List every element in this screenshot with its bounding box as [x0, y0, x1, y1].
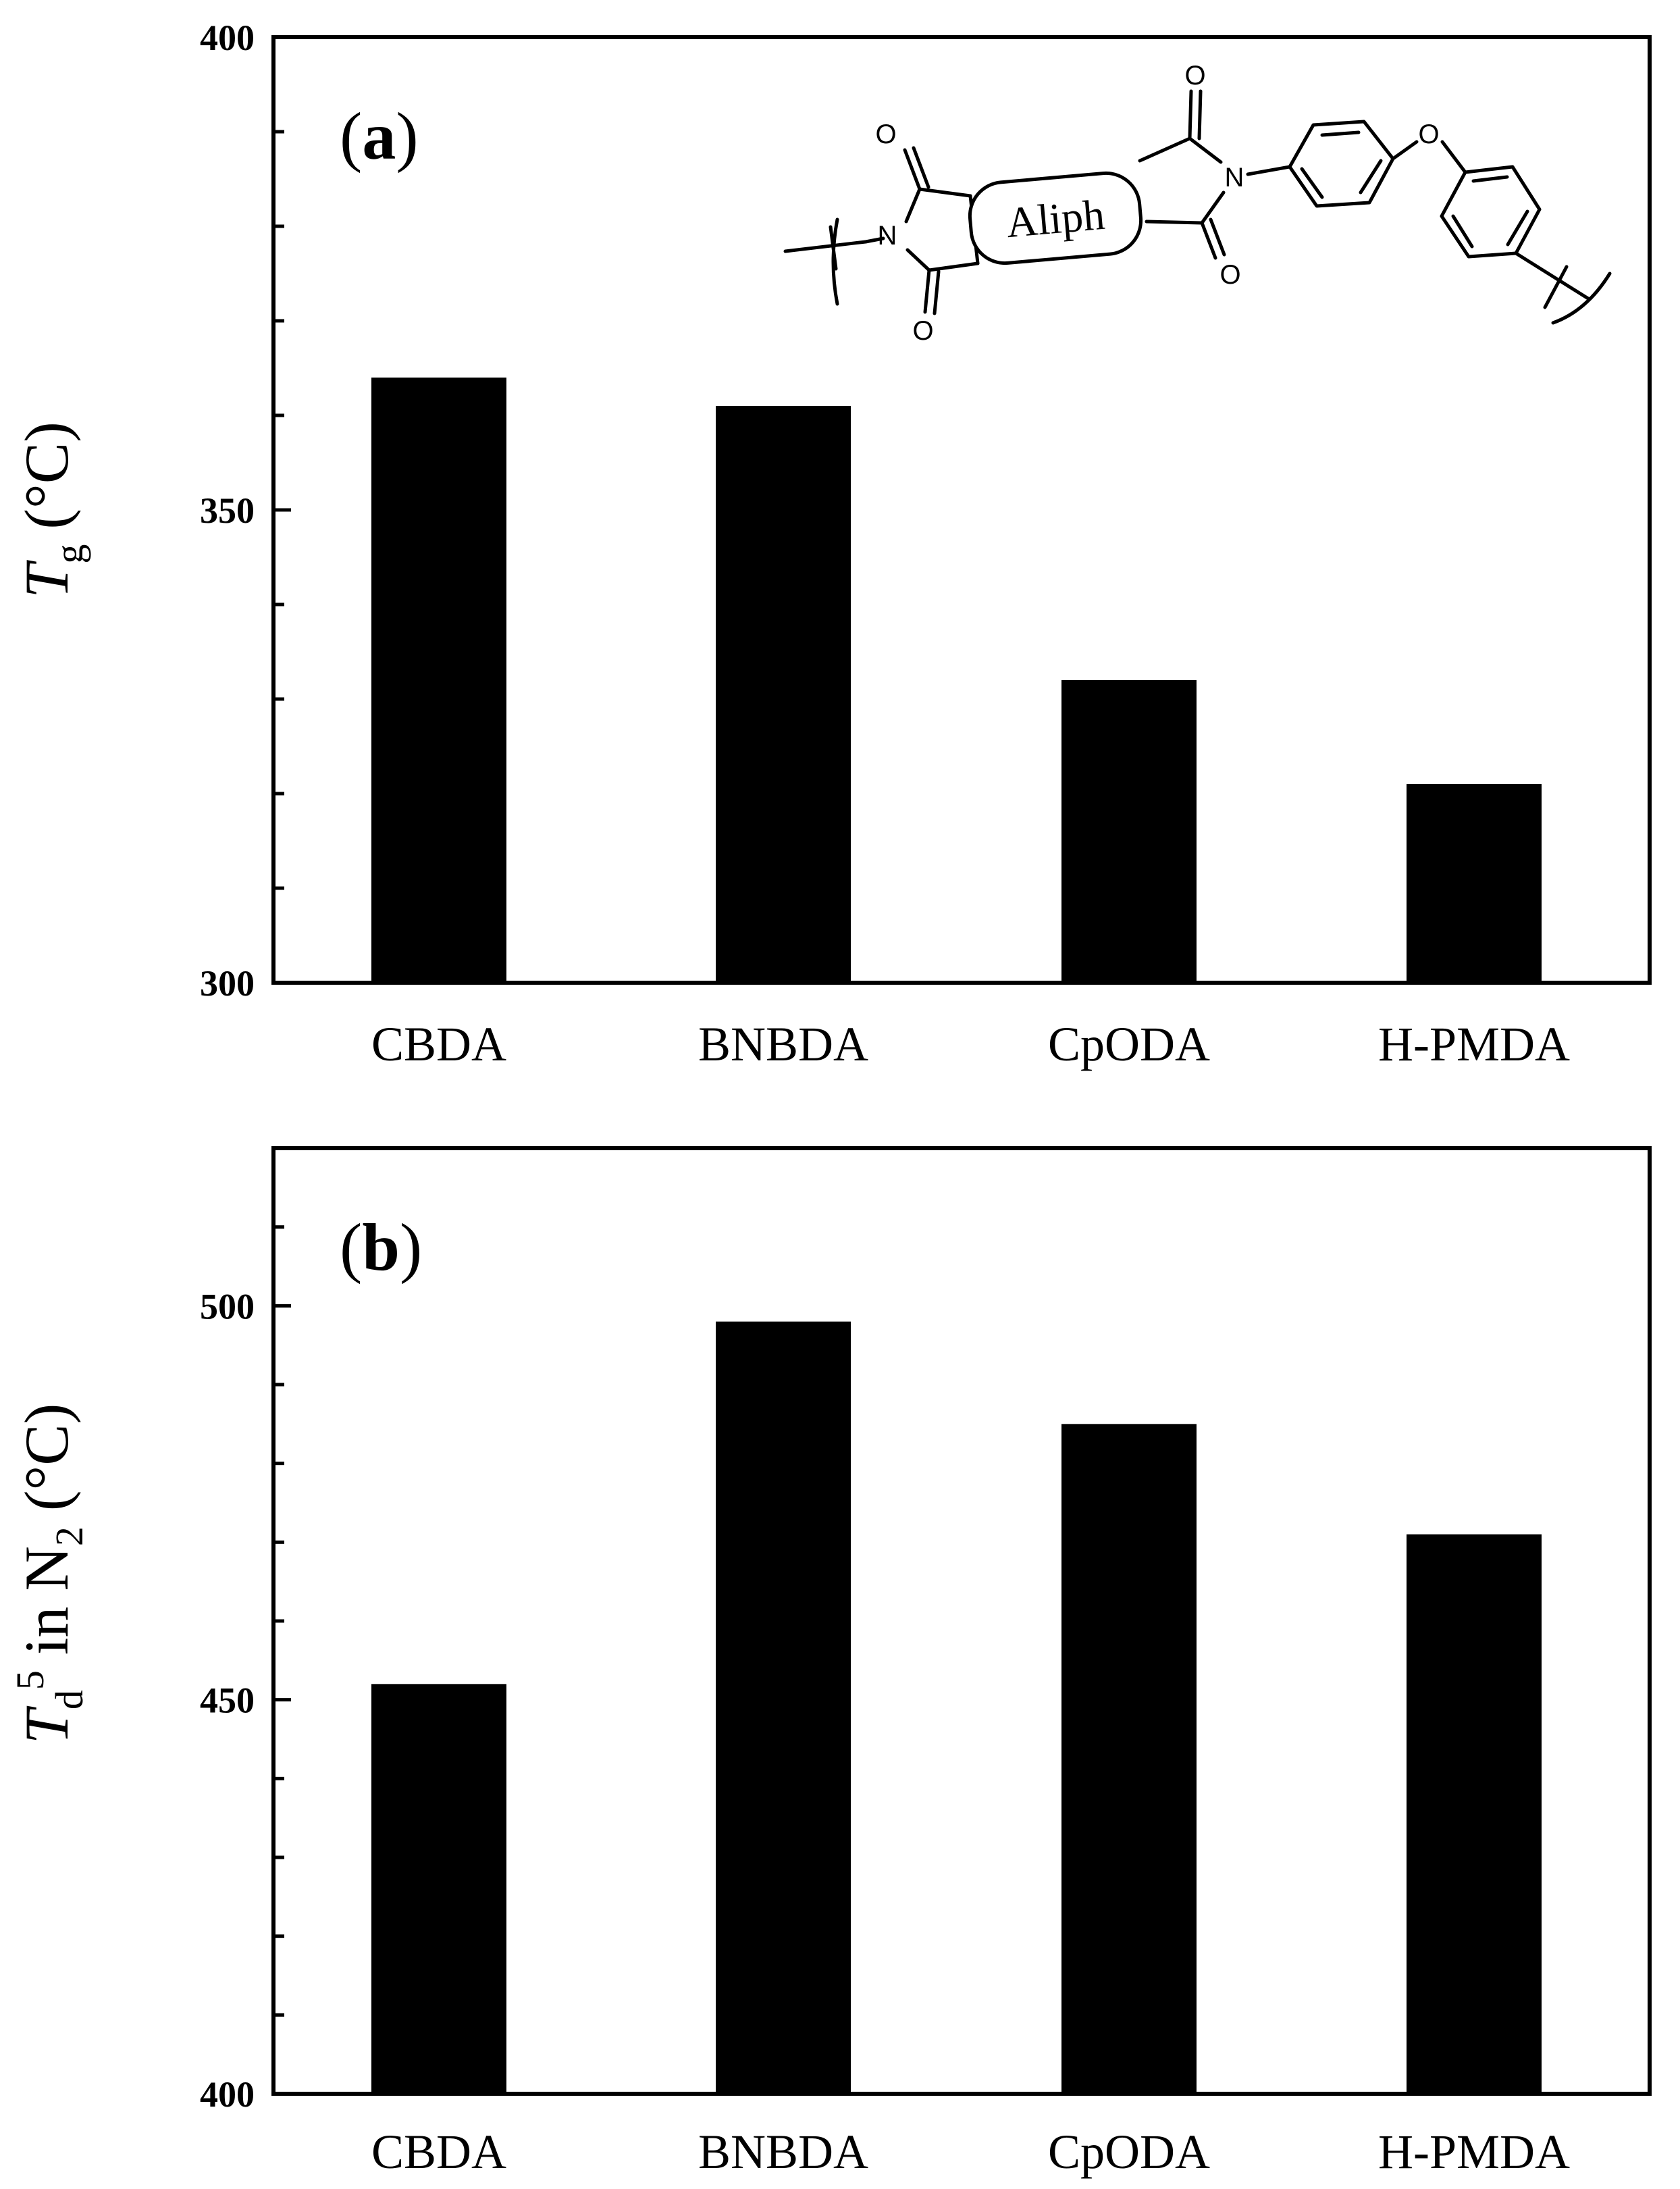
y-axis-subscript-b: d [47, 1690, 91, 1709]
imide2-bond-d [1200, 190, 1226, 225]
bar-cpoda [1061, 680, 1197, 983]
carbonyl3-bond [1188, 89, 1193, 140]
left-bracket-arc [831, 217, 839, 306]
bar-cbda [371, 378, 506, 983]
bar-bnbda [716, 406, 851, 983]
carbonyl1-double [912, 146, 930, 189]
x-category-labels-a: CBDA BNBDA CpODA H-PMDA [371, 1017, 1570, 1071]
y-axis-ticks-b [273, 1146, 291, 2096]
carbonyl1-bond [903, 148, 922, 191]
y-axis-symbol-a: T [12, 560, 81, 598]
phenyl1-double-c [1300, 167, 1324, 199]
phenyl1-double-b [1359, 159, 1383, 195]
aliph-box-label: Aliph [1004, 190, 1106, 247]
ether-bond-b [1440, 140, 1467, 174]
carbonyl4-double [1209, 217, 1226, 257]
bar-cbda [371, 1684, 506, 2094]
x-category-label: CpODA [1048, 2125, 1210, 2179]
y-axis-unit-b: (°C) [12, 1403, 81, 1526]
y-axis-title-a: Tg (°C) [12, 421, 91, 598]
y-tick-label: 400 [200, 2074, 255, 2115]
y-axis-subscript-a: g [47, 544, 91, 564]
aliph-box [968, 171, 1143, 265]
x-category-label: CpODA [1048, 1017, 1210, 1071]
y-axis-text-subscript-b: 2 [47, 1526, 91, 1546]
panel-label-a: (a) [340, 99, 419, 174]
y-tick-label: 350 [200, 490, 255, 531]
x-category-label: H-PMDA [1378, 1017, 1570, 1071]
panel-label-b: (b) [340, 1210, 422, 1285]
y-tick-label: 450 [200, 1680, 255, 1721]
x-category-label: BNBDA [698, 1017, 868, 1071]
ether-o-atom: O [1418, 120, 1439, 149]
bar-h-pmda [1407, 784, 1542, 983]
y-axis-title-b: Td5 in N2 (°C) [8, 1403, 91, 1745]
imide1-bond-a [904, 187, 922, 224]
imide1-bond-e [905, 248, 931, 272]
carbonyl4-bond [1200, 221, 1217, 260]
imide2-bond-a [1138, 136, 1192, 163]
y-axis-ticks-a [273, 35, 291, 985]
carbonyl2-double [933, 269, 941, 315]
left-polymer-bond [783, 240, 868, 253]
y-tick-labels-b: 400 450 500 [200, 1286, 255, 2115]
y-tick-labels-a: 300 350 400 [200, 18, 255, 1004]
carbonyl3-double [1197, 89, 1203, 140]
n2-phenyl-bond [1246, 165, 1292, 176]
polyimide-structure-inset [783, 89, 1612, 325]
n1-bond [864, 236, 885, 244]
bars-a [371, 378, 1542, 983]
imide-n-atom-2: N [1225, 163, 1244, 192]
phenyl2-double-c [1451, 214, 1474, 249]
y-axis-symbol-b: T [12, 1705, 81, 1744]
y-tick-label: 300 [200, 963, 255, 1004]
carbonyl-o-atom-4: O [1219, 260, 1240, 290]
y-axis-superscript-b: 5 [8, 1670, 52, 1690]
x-category-label: CBDA [371, 2125, 506, 2179]
imide1-bond-b [918, 187, 972, 198]
bar-bnbda [716, 1321, 851, 2094]
phenyl2-double-b [1506, 209, 1529, 247]
carbonyl-o-atom-2: O [912, 316, 933, 346]
bars-b [371, 1321, 1542, 2094]
x-category-label: CBDA [371, 1017, 506, 1071]
carbonyl2-bond [923, 268, 931, 314]
x-category-label: H-PMDA [1378, 2125, 1570, 2179]
ether-bond-a [1391, 140, 1419, 161]
bar-h-pmda [1407, 1534, 1542, 2094]
y-tick-label: 400 [200, 18, 255, 58]
carbonyl-o-atom-3: O [1184, 61, 1205, 91]
imide-n-atom-1: N [878, 221, 897, 251]
panel-a-tg-chart: 300 350 400 CBDA BNBDA CpODA H-PMDA Tg (°C) (a… [12, 18, 1652, 1071]
imide1-bond-d [927, 261, 980, 272]
right-bracket-arc [1551, 272, 1612, 325]
imide2-bond-b [1145, 220, 1204, 225]
y-axis-text-b: in N [12, 1546, 81, 1670]
phenyl1-double-a [1320, 130, 1361, 137]
x-category-labels-b: CBDA BNBDA CpODA H-PMDA [371, 2125, 1570, 2179]
left-bracket-tick [829, 225, 838, 271]
imide2-bond-c [1188, 136, 1223, 164]
x-category-label: BNBDA [698, 2125, 868, 2179]
bar-cpoda [1061, 1424, 1197, 2094]
panel-b-td5-chart: 400 450 500 CBDA BNBDA CpODA H-PMDA Td5 in N2… [8, 1146, 1652, 2179]
y-tick-label: 500 [200, 1286, 255, 1327]
carbonyl-o-atom-1: O [875, 120, 896, 149]
phenyl2-double-a [1471, 175, 1509, 183]
right-bracket-tick [1543, 265, 1569, 309]
right-polymer-bond [1514, 251, 1590, 301]
y-axis-unit-a: (°C) [12, 421, 81, 529]
